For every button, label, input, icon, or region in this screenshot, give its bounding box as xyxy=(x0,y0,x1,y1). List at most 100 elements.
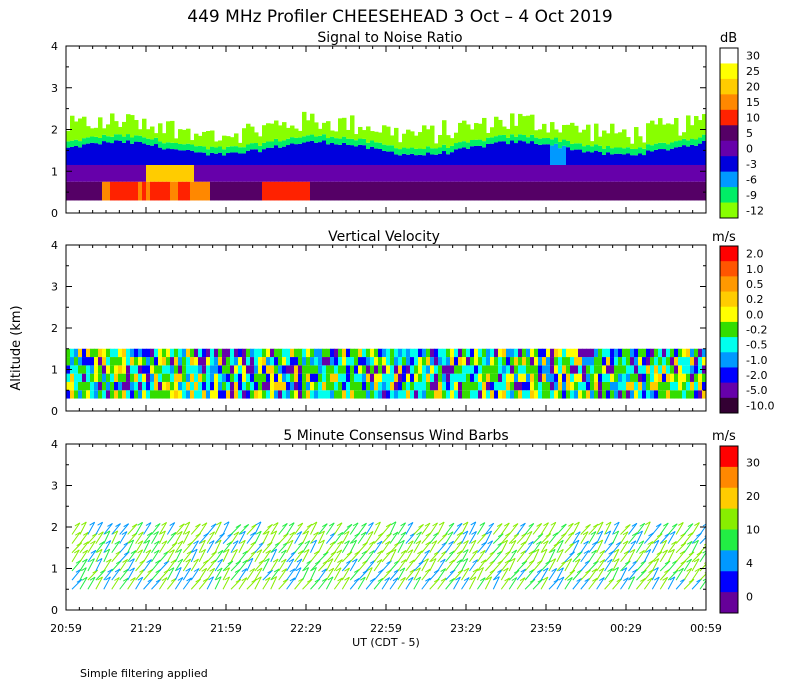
wind-barb-flag xyxy=(416,531,422,536)
wind-barb-flag xyxy=(114,540,120,545)
snr-cell xyxy=(342,117,347,137)
wind-barb xyxy=(246,523,257,535)
wind-barb xyxy=(254,549,263,563)
velocity-cell xyxy=(626,357,631,366)
wind-barb-flag xyxy=(462,549,469,553)
velocity-cell xyxy=(346,373,351,382)
snr-cell xyxy=(334,131,339,139)
wind-barb-flag xyxy=(282,523,288,527)
snr-cell xyxy=(154,164,159,182)
wind-barb-flag xyxy=(688,578,695,583)
velocity-cell xyxy=(174,373,179,382)
snr-cell xyxy=(490,127,495,138)
wind-barb-flag xyxy=(566,558,572,563)
wind-barb-flag xyxy=(585,524,591,528)
wind-barb xyxy=(262,524,273,535)
wind-barb xyxy=(429,540,438,553)
velocity-cell xyxy=(150,357,155,366)
velocity-cell xyxy=(702,373,706,382)
snr-cell xyxy=(126,140,131,165)
snr-cell xyxy=(178,164,183,182)
snr-cell xyxy=(90,142,95,165)
snr-cell xyxy=(338,144,343,165)
wind-barb xyxy=(445,578,455,590)
velocity-cell xyxy=(302,365,307,374)
wind-barb xyxy=(325,541,336,554)
velocity-cell xyxy=(462,381,467,391)
snr-cell xyxy=(534,164,539,182)
snr-cell xyxy=(530,114,535,135)
snr-cell xyxy=(354,181,359,201)
velocity-cell xyxy=(490,357,495,366)
wind-barb xyxy=(620,577,629,590)
wind-barb xyxy=(174,577,184,590)
wind-barb xyxy=(79,567,87,581)
velocity-cell xyxy=(574,390,579,399)
wind-barb xyxy=(310,560,321,572)
wind-barb-flag xyxy=(486,576,492,581)
velocity-cell xyxy=(526,381,531,391)
wind-barb xyxy=(87,550,97,563)
wind-barb-flag xyxy=(235,578,242,583)
wind-barb-flag xyxy=(296,558,303,563)
velocity-cell xyxy=(634,357,639,366)
velocity-cell xyxy=(506,365,511,374)
wind-barb-flag xyxy=(520,550,526,555)
wind-barb-flag xyxy=(425,541,431,546)
wind-barb-flag xyxy=(605,530,611,535)
velocity-cell xyxy=(90,357,95,366)
velocity-cell xyxy=(394,381,399,391)
velocity-cell xyxy=(506,373,511,382)
wind-barb-flag xyxy=(154,523,161,527)
snr-cell xyxy=(390,151,395,165)
wind-barb-flag xyxy=(202,559,209,564)
snr-cell xyxy=(170,149,175,165)
wind-barb xyxy=(564,577,573,590)
wind-barb-flag xyxy=(82,558,88,563)
wind-barb-flag xyxy=(208,576,214,581)
wind-barb-flag xyxy=(128,539,134,544)
velocity-cell xyxy=(574,365,579,374)
wind-barb xyxy=(119,523,130,535)
wind-barb xyxy=(508,569,520,581)
snr-cell xyxy=(262,142,267,150)
snr-cell xyxy=(410,153,415,165)
velocity-cell xyxy=(662,348,667,358)
snr-cell xyxy=(606,164,611,182)
wind-barb xyxy=(373,532,384,544)
snr-cell xyxy=(158,181,163,201)
velocity-cell xyxy=(642,390,647,399)
wind-barb xyxy=(190,568,200,581)
velocity-cell xyxy=(266,373,271,382)
wind-barb xyxy=(349,569,360,581)
wind-barb xyxy=(294,522,304,535)
velocity-cell xyxy=(94,348,99,358)
wind-barb-flag xyxy=(537,533,544,538)
snr-cell xyxy=(670,181,675,201)
wind-barb-flag xyxy=(249,568,255,572)
snr-cell xyxy=(570,150,575,165)
wind-barb xyxy=(246,541,257,554)
wind-barb-flag xyxy=(449,577,455,582)
snr-cell xyxy=(546,164,551,182)
velocity-cell xyxy=(378,381,383,391)
snr-cell xyxy=(74,145,79,165)
snr-cell xyxy=(230,164,235,182)
snr-cell xyxy=(462,164,467,182)
velocity-cell xyxy=(534,357,539,366)
velocity-cell xyxy=(422,373,427,382)
y-axis-label: Altitude (km) xyxy=(9,305,24,390)
wind-barb xyxy=(294,578,304,590)
wind-barb xyxy=(564,532,574,544)
velocity-cell xyxy=(462,348,467,358)
velocity-cell xyxy=(290,381,295,391)
wind-barb xyxy=(278,523,288,535)
snr-cell xyxy=(94,127,99,137)
velocity-cell xyxy=(186,357,191,366)
colorbar-label: -0.5 xyxy=(746,339,767,352)
snr-cell xyxy=(682,138,687,146)
snr-cell xyxy=(358,144,363,165)
wind-barb-flag xyxy=(520,541,527,546)
wind-barb xyxy=(604,578,615,590)
velocity-cell xyxy=(310,357,315,366)
